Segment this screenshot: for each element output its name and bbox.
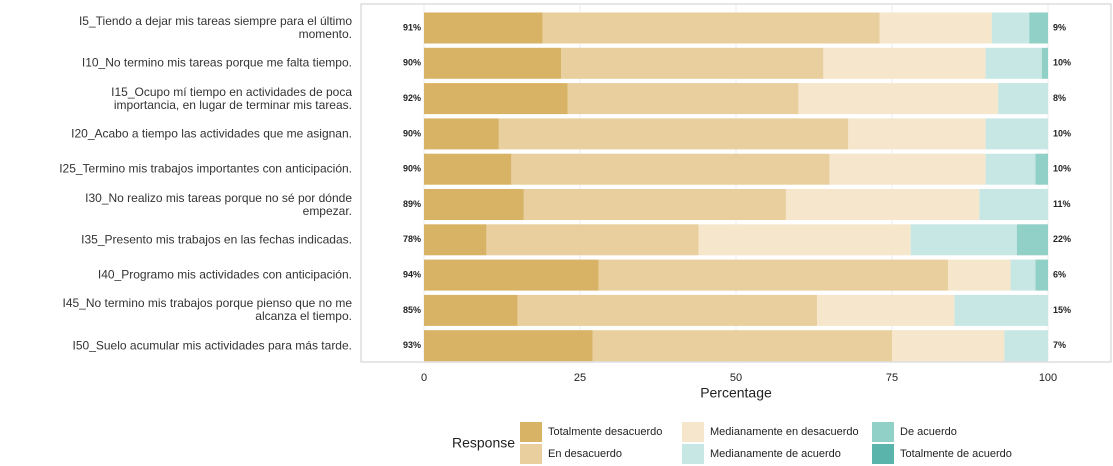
bar-segment xyxy=(598,259,949,291)
right-label: 22% xyxy=(1053,234,1071,244)
legend-key xyxy=(682,422,704,442)
legend-key xyxy=(872,422,894,442)
left-label: 92% xyxy=(403,93,421,103)
bar-segment xyxy=(1035,259,1048,291)
bar-segment xyxy=(424,294,518,326)
bar-segment xyxy=(1016,224,1048,256)
left-label: 78% xyxy=(403,234,421,244)
legend-label: Medianamente de acuerdo xyxy=(710,448,841,460)
x-tick-label: 100 xyxy=(1039,372,1057,384)
bar-segment xyxy=(817,294,955,326)
legend-key xyxy=(520,422,542,442)
x-tick-label: 50 xyxy=(730,372,742,384)
legend-label: Totalmente de acuerdo xyxy=(900,448,1012,460)
legend-label: En desacuerdo xyxy=(548,448,622,460)
bar-segment xyxy=(985,153,1036,185)
right-label: 7% xyxy=(1053,340,1066,350)
bar-segment xyxy=(424,330,593,362)
legend-key xyxy=(520,444,542,464)
right-label: 11% xyxy=(1053,199,1071,209)
bar-segment xyxy=(424,224,487,256)
left-label: 89% xyxy=(403,199,421,209)
bar-segment xyxy=(424,118,499,150)
bar-segment xyxy=(785,189,980,220)
y-tick-label: I10_No termino mis tareas porque me falt… xyxy=(81,55,352,70)
bar-segment xyxy=(424,12,543,44)
bar-segment xyxy=(910,224,1017,256)
bar-segment xyxy=(991,12,1030,44)
bar-segment xyxy=(879,12,992,44)
x-tick-label: 75 xyxy=(886,372,898,384)
bar-segment xyxy=(798,83,999,115)
bar-segment xyxy=(424,153,512,185)
x-axis-title: Percentage xyxy=(700,385,772,401)
bar-segment xyxy=(848,118,986,150)
y-tick-label: I20_Acabo a tiempo las actividades que m… xyxy=(71,126,352,141)
y-tick-label: I25_Termino mis trabajos importantes con… xyxy=(59,161,352,176)
bar-segment xyxy=(424,189,524,220)
right-label: 8% xyxy=(1053,93,1066,103)
bar-segment xyxy=(561,47,824,79)
y-tick-label: I5_Tiendo a dejar mis tareas siempre par… xyxy=(78,14,352,41)
right-label: 6% xyxy=(1053,269,1066,279)
y-tick-label: I35_Presento mis trabajos en las fechas … xyxy=(81,232,352,247)
bar-segment xyxy=(698,224,911,256)
bar-segment xyxy=(829,153,986,185)
right-label: 10% xyxy=(1053,128,1071,138)
bar-segment xyxy=(1035,153,1048,185)
bar-segment xyxy=(486,224,699,256)
bar-segment xyxy=(985,47,1042,79)
legend-key xyxy=(682,444,704,464)
x-tick-label: 25 xyxy=(574,372,586,384)
bar-segment xyxy=(567,83,799,115)
bar-segment xyxy=(823,47,986,79)
legend-label: Medianamente en desacuerdo xyxy=(710,426,859,438)
left-label: 91% xyxy=(403,22,421,32)
bar-segment xyxy=(1004,330,1048,362)
bar-segment xyxy=(979,189,1048,220)
left-label: 90% xyxy=(403,128,421,138)
y-tick-label: I40_Programo mis actividades con anticip… xyxy=(97,267,352,282)
y-tick-label: I50_Suelo acumular mis actividades para … xyxy=(72,338,352,353)
bar-segment xyxy=(998,83,1048,115)
legend-title: Response xyxy=(452,435,515,451)
bar-segment xyxy=(954,294,1048,326)
right-label: 10% xyxy=(1053,164,1071,174)
left-label: 90% xyxy=(403,164,421,174)
y-tick-label: I15_Ocupo mí tiempo en actividades de po… xyxy=(111,84,352,112)
left-label: 85% xyxy=(403,305,421,315)
left-label: 90% xyxy=(403,58,421,68)
legend-label: De acuerdo xyxy=(900,426,957,438)
bar-segment xyxy=(511,153,830,185)
bar-segment xyxy=(892,330,1005,362)
legend-key xyxy=(872,444,894,464)
bar-segment xyxy=(517,294,818,326)
y-tick-label: I30_No realizo mis tareas porque no sé p… xyxy=(85,190,352,218)
x-tick-label: 0 xyxy=(421,372,427,384)
bar-segment xyxy=(424,83,568,115)
bar-segment xyxy=(424,259,599,291)
y-tick-label: I45_No termino mis trabajos porque piens… xyxy=(62,296,353,324)
bar-segment xyxy=(985,118,1048,150)
bar-segment xyxy=(523,189,786,220)
legend-label: Totalmente desacuerdo xyxy=(548,426,662,438)
bar-segment xyxy=(424,47,562,79)
left-label: 93% xyxy=(403,340,421,350)
bar-segment xyxy=(948,259,1011,291)
bar-segment xyxy=(1029,12,1048,44)
left-label: 94% xyxy=(403,269,421,279)
right-label: 10% xyxy=(1053,58,1071,68)
bar-segment xyxy=(1041,47,1048,79)
bar-segment xyxy=(1010,259,1036,291)
bar-segment xyxy=(592,330,892,362)
bar-segment xyxy=(542,12,880,44)
right-label: 9% xyxy=(1053,22,1066,32)
bar-segment xyxy=(498,118,849,150)
right-label: 15% xyxy=(1053,305,1071,315)
